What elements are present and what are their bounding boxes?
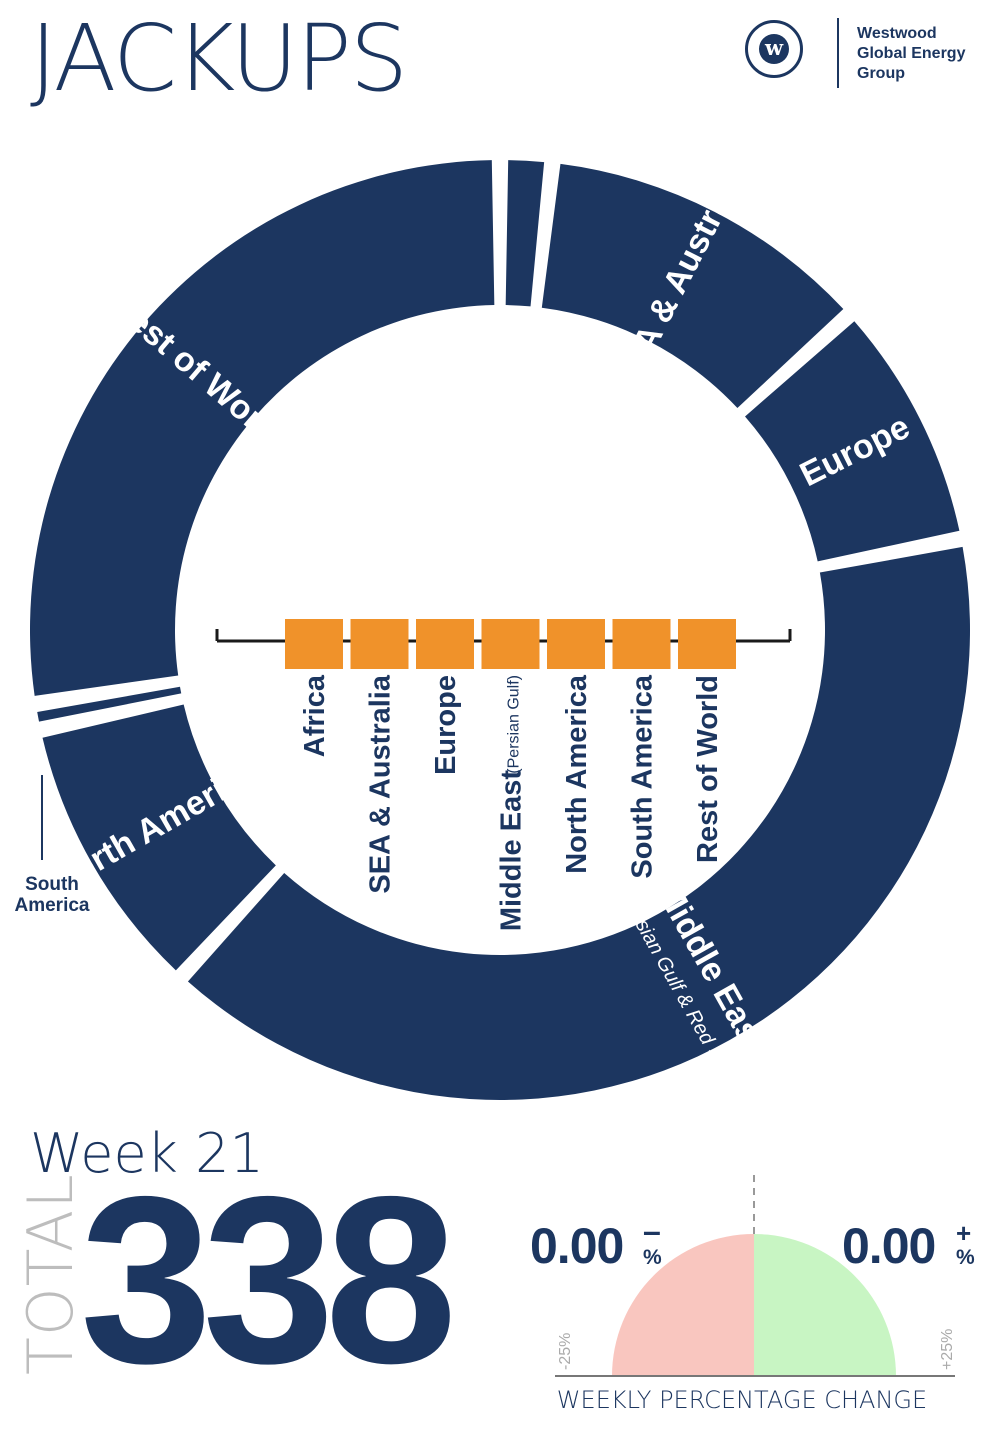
logo-divider bbox=[837, 18, 839, 88]
legend-sublabel-middle-east: (Persian Gulf) bbox=[506, 675, 523, 774]
total-label: TOTAL bbox=[14, 1173, 87, 1375]
legend-swatch-middle-east bbox=[481, 619, 540, 669]
gauge-positive-unit: % bbox=[956, 1246, 975, 1269]
legend-swatch-sea-australia bbox=[350, 619, 409, 669]
westwood-logo-icon: w bbox=[745, 20, 803, 78]
donut-segment-middle-east bbox=[187, 546, 971, 1100]
legend-swatch-south-america bbox=[612, 619, 671, 669]
logo-text: Westwood Global Energy Group bbox=[857, 25, 966, 82]
company-logo: w Westwood Global Energy Group bbox=[745, 18, 985, 93]
donut-segment-south-america bbox=[37, 686, 182, 722]
donut-segment-europe bbox=[745, 321, 960, 562]
gauge-positive-sign: + bbox=[956, 1218, 971, 1248]
legend-swatch-europe bbox=[416, 619, 474, 669]
legend-swatch-africa bbox=[285, 619, 343, 669]
gauge-positive-half bbox=[754, 1234, 896, 1376]
donut-segment-africa bbox=[505, 160, 545, 307]
gauge-negative-half bbox=[612, 1234, 754, 1376]
gauge-title: WEEKLY PERCENTAGE CHANGE bbox=[557, 1386, 927, 1414]
gauge-positive-value: 0.00 bbox=[842, 1218, 935, 1274]
legend-label-rest-of-world: Rest of World bbox=[692, 675, 724, 863]
logo-glyph: w bbox=[759, 34, 789, 64]
donut-segment-rest-of-world bbox=[30, 160, 495, 696]
gauge-min-label: -25% bbox=[557, 1333, 574, 1370]
south-america-callout-label: South bbox=[25, 874, 79, 895]
gauge-max-label: +25% bbox=[939, 1329, 956, 1370]
south-america-callout-label: America bbox=[15, 895, 90, 916]
weekly-change-gauge: 0.00 –% 0.00 +%-25% +25%WEEKLY PERCENTAGE CH… bbox=[530, 1175, 975, 1414]
legend-label-sea-australia: SEA & Australia bbox=[365, 674, 397, 894]
legend-label-south-america: South America bbox=[627, 674, 659, 878]
donut-chart: SEA & Australia Europe Middle East(Persian… bbox=[15, 152, 971, 1100]
legend-swatch-rest-of-world bbox=[678, 619, 736, 669]
donut-segment-north-america bbox=[42, 704, 276, 971]
week-label: Week 21 bbox=[30, 1122, 264, 1185]
gauge-negative-unit: % bbox=[643, 1246, 662, 1269]
page-title: JACKUPS bbox=[30, 5, 408, 112]
total-value: 338 bbox=[80, 1148, 457, 1413]
gauge-negative-value: 0.00 bbox=[530, 1218, 623, 1274]
gauge-negative-sign: – bbox=[643, 1213, 661, 1249]
legend-label-africa: Africa bbox=[299, 674, 331, 757]
legend-swatch-north-america bbox=[547, 619, 605, 669]
donut-segment-sea-australia bbox=[541, 163, 844, 409]
legend-label-north-america: North America bbox=[561, 674, 593, 874]
legend-label-europe: Europe bbox=[430, 675, 462, 775]
legend-label-middle-east: Middle East bbox=[496, 770, 528, 931]
